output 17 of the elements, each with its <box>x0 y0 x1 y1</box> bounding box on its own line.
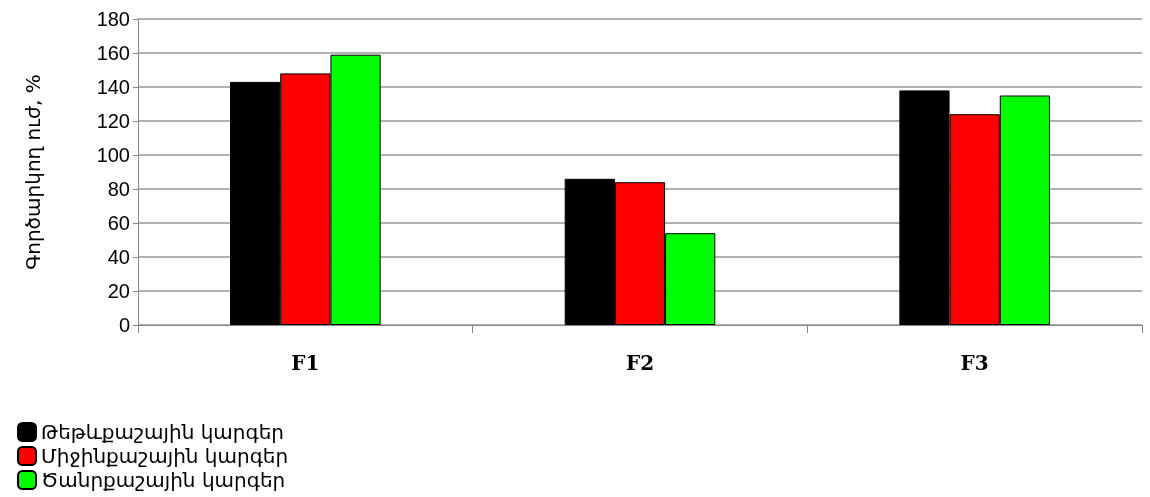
y-tick-label: 20 <box>107 280 130 302</box>
y-tick-label: 100 <box>96 144 130 166</box>
y-tick-label: 180 <box>96 8 130 30</box>
legend-label: Միջինքաշային կարգեր <box>41 444 289 468</box>
y-tick-label: 40 <box>107 246 130 268</box>
x-tick-label: F1 <box>291 351 320 375</box>
y-tick-label: 0 <box>118 314 130 336</box>
y-tick-label: 140 <box>96 76 130 98</box>
y-tick-label: 60 <box>107 212 130 234</box>
legend-label: Թեթևքաշային կարգեր <box>41 420 284 444</box>
x-tick-label: F3 <box>960 351 989 375</box>
x-tick-label: F2 <box>625 351 655 375</box>
y-tick-label: 120 <box>96 110 130 132</box>
y-tick-label: 160 <box>96 42 130 64</box>
y-tick-label: 80 <box>107 178 130 200</box>
legend-label: Ծանրքաշային կարգեր <box>41 468 286 492</box>
y-axis-title: Գործարկող ուժ, % <box>21 74 45 270</box>
